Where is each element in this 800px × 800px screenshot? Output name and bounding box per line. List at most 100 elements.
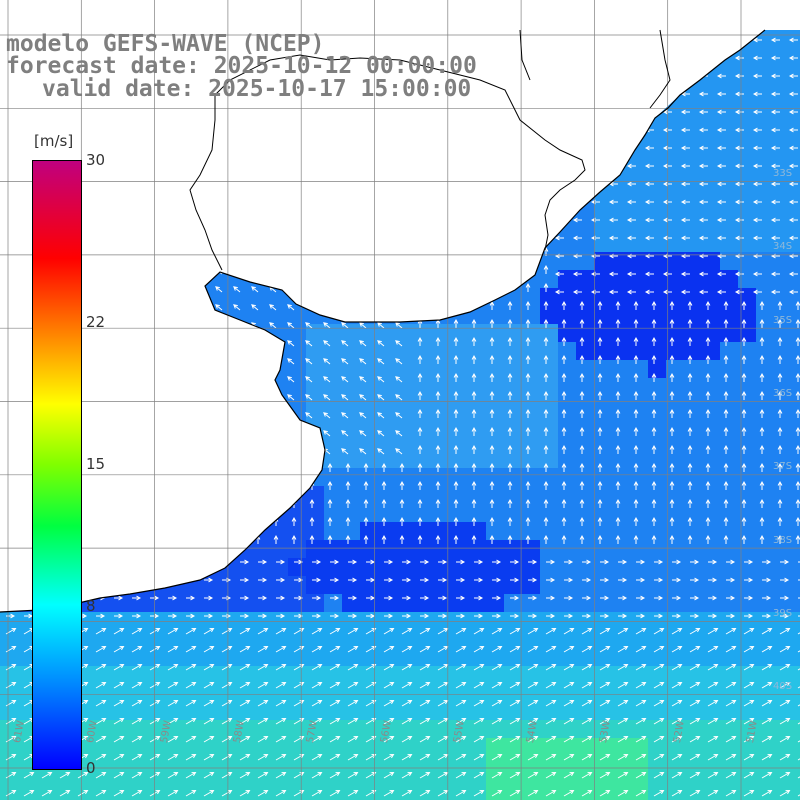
speed-cell [648, 612, 666, 630]
wind-arrow [323, 358, 331, 365]
wind-arrow [359, 394, 367, 401]
speed-cell [720, 90, 738, 108]
speed-cell [738, 486, 756, 504]
speed-cell [342, 558, 360, 576]
speed-cell [612, 360, 630, 378]
speed-cell [324, 774, 342, 792]
wind-arrow [545, 645, 557, 653]
wind-arrow [741, 498, 747, 508]
wind-arrow [453, 426, 459, 436]
speed-cell [108, 684, 126, 702]
wind-arrow [491, 771, 503, 779]
wind-arrow [471, 534, 477, 544]
speed-cell [342, 432, 360, 450]
wind-arrow [203, 681, 215, 689]
speed-cell [558, 558, 576, 576]
wind-arrow [708, 577, 718, 583]
speed-cell [576, 702, 594, 720]
wind-arrow [617, 699, 629, 707]
speed-cell [702, 450, 720, 468]
speed-cell [666, 306, 684, 324]
wind-arrow [291, 516, 297, 526]
speed-cell [486, 306, 504, 324]
wind-arrow [311, 645, 323, 653]
wind-arrow [507, 408, 513, 418]
speed-cell [486, 486, 504, 504]
wind-arrow [186, 613, 196, 619]
wind-arrow [377, 412, 385, 419]
speed-cell [468, 792, 486, 800]
wind-arrow [669, 534, 675, 544]
wind-arrow [131, 735, 143, 743]
speed-cell [558, 792, 576, 800]
speed-cell [522, 774, 540, 792]
wind-arrow [251, 304, 259, 311]
wind-arrow [689, 717, 701, 725]
wind-arrow [635, 645, 647, 653]
speed-cell [504, 360, 522, 378]
speed-cell [702, 792, 720, 800]
speed-cell [126, 774, 144, 792]
wind-arrow [635, 681, 647, 689]
speed-cell [576, 414, 594, 432]
speed-cell [666, 792, 684, 800]
wind-arrow [365, 717, 377, 725]
wind-arrow [725, 627, 737, 635]
wind-arrow [635, 627, 647, 635]
wind-arrow [417, 354, 423, 364]
speed-cell [504, 558, 522, 576]
speed-cell [396, 324, 414, 342]
speed-cell [774, 72, 792, 90]
speed-cell [378, 684, 396, 702]
wind-arrow [734, 199, 744, 205]
speed-cell [792, 522, 800, 540]
speed-cell [270, 702, 288, 720]
wind-arrow [579, 516, 585, 526]
speed-cell [792, 666, 800, 684]
speed-cell [666, 468, 684, 486]
wind-arrow [453, 444, 459, 454]
speed-cell [252, 720, 270, 738]
wind-arrow [329, 735, 341, 743]
wind-arrow [185, 663, 197, 671]
speed-cell [684, 522, 702, 540]
wind-arrow [599, 699, 611, 707]
wind-arrow [705, 498, 711, 508]
speed-cell [522, 792, 540, 800]
speed-cell [144, 702, 162, 720]
wind-arrow [474, 577, 484, 583]
speed-cell [450, 702, 468, 720]
speed-cell [432, 630, 450, 648]
speed-cell [702, 126, 720, 144]
wind-arrow [510, 577, 520, 583]
speed-cell [180, 666, 198, 684]
speed-cell [360, 504, 378, 522]
wind-arrow [618, 613, 628, 619]
speed-cell [756, 720, 774, 738]
wind-arrow [615, 480, 621, 490]
wind-arrow [59, 771, 71, 779]
wind-arrow [546, 595, 556, 601]
speed-cell [540, 540, 558, 558]
wind-arrow [507, 462, 513, 472]
wind-arrow [651, 444, 657, 454]
speed-cell [576, 576, 594, 594]
wind-arrow [401, 645, 413, 653]
wind-arrow [788, 235, 798, 241]
speed-cell [756, 684, 774, 702]
wind-arrow [377, 376, 385, 383]
speed-cell [432, 612, 450, 630]
wind-arrow [707, 699, 719, 707]
speed-cell [522, 360, 540, 378]
speed-cell [0, 738, 18, 756]
wind-arrow [741, 300, 747, 310]
speed-cell [702, 486, 720, 504]
speed-cell [630, 162, 648, 180]
speed-cell [306, 756, 324, 774]
speed-cell [666, 432, 684, 450]
speed-cell [702, 306, 720, 324]
wind-arrow [507, 534, 513, 544]
wind-arrow [489, 408, 495, 418]
wind-arrow [635, 789, 647, 797]
wind-arrow [239, 645, 251, 653]
